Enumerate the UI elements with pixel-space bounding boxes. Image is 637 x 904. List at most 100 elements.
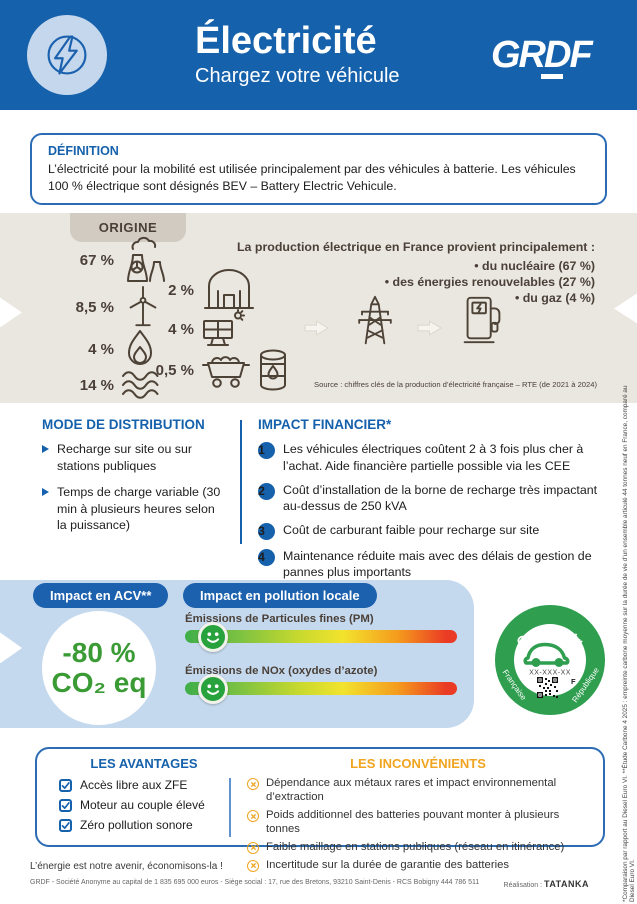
pollution-badge: Impact en pollution locale bbox=[183, 583, 377, 609]
pct-label: 2 % bbox=[168, 281, 194, 299]
pct-label: 0,5 % bbox=[155, 361, 194, 379]
financier-item-text: Coût d’installation de la borne de recha… bbox=[283, 482, 598, 513]
inconvenient-item: Incertitude sur la durée de garantie des… bbox=[247, 859, 589, 873]
production-bullet: • des énergies renouvelables (27 %) bbox=[384, 274, 595, 289]
production-text-block: La production électrique en France provi… bbox=[225, 239, 595, 306]
gradient-scale-bar bbox=[185, 621, 457, 652]
acv-badge: Impact en ACV** bbox=[33, 583, 169, 609]
avantage-text: Zéro pollution sonore bbox=[80, 818, 193, 833]
critair-sticker: CRIT'Air République Française XX-XXX-XX … bbox=[492, 602, 608, 718]
smiley-icon bbox=[198, 673, 228, 704]
number-badge: 1 bbox=[258, 442, 275, 460]
vertical-divider bbox=[229, 778, 231, 838]
checkbox-checked-icon bbox=[59, 778, 72, 792]
distribution-heading: MODE DE DISTRIBUTION bbox=[42, 417, 205, 433]
biogas-dome-icon bbox=[204, 269, 254, 310]
financier-item: 1 Les véhicules électriques coûtent 2 à … bbox=[258, 441, 611, 473]
energy-source-nuclear: 67 % bbox=[72, 235, 169, 285]
solar-panel-icon bbox=[203, 309, 245, 347]
production-bullet: • du nucléaire (67 %) bbox=[474, 258, 595, 273]
ev-charger-icon bbox=[463, 297, 501, 344]
energy-source-wind: 8,5 % bbox=[72, 285, 165, 329]
pct-label: 4 % bbox=[88, 340, 114, 358]
checkbox-checked-icon bbox=[59, 798, 72, 812]
grdf-logo: GRDF bbox=[489, 27, 607, 83]
cross-circle-icon bbox=[247, 841, 259, 854]
mid-section: MODE DE DISTRIBUTION Recharge sur site o… bbox=[0, 403, 637, 581]
definition-box: DÉFINITION L’électricité pour la mobilit… bbox=[30, 133, 607, 206]
acv-value: -80 % bbox=[62, 637, 136, 669]
pollution-bar-label: Émissions de NOx (oxydes d’azote) bbox=[185, 665, 378, 678]
number-badge: 2 bbox=[258, 482, 275, 500]
pct-label: 4 % bbox=[168, 320, 194, 338]
inconvenients-heading: LES INCONVÉNIENTS bbox=[350, 756, 486, 772]
header: Électricité Chargez votre véhicule GRDF bbox=[0, 0, 637, 110]
acv-unit: CO₂ eq bbox=[51, 667, 147, 699]
financier-column: IMPACT FINANCIER* 1 Les véhicules électr… bbox=[258, 417, 611, 580]
distribution-item: Temps de charge variable (30 min à plusi… bbox=[42, 484, 240, 533]
inconvenient-text: Poids additionnel des batteries pouvant … bbox=[266, 809, 560, 835]
financier-item-text: Maintenance réduite mais avec des délais… bbox=[283, 548, 592, 580]
distribution-column: MODE DE DISTRIBUTION Recharge sur site o… bbox=[42, 417, 240, 580]
flame-icon bbox=[128, 330, 152, 366]
inconvenient-text: Dépendance aux métaux rares et impact en… bbox=[266, 777, 557, 803]
grdf-logo-text: GRDF bbox=[491, 34, 594, 76]
production-bullet: • du gaz (4 %) bbox=[514, 290, 595, 305]
qr-code bbox=[537, 677, 558, 699]
cross-circle-icon bbox=[247, 859, 259, 872]
origine-section: ORIGINE 67 % 8,5 % 4 % bbox=[0, 213, 637, 404]
inconvenient-item: Faible maillage en stations publiques (r… bbox=[247, 841, 589, 855]
smiley-icon bbox=[198, 621, 228, 652]
energy-source-hydro: 14 % bbox=[72, 371, 167, 400]
coal-cart-icon bbox=[202, 356, 250, 389]
vertical-divider bbox=[240, 420, 242, 545]
page-subtitle: Chargez votre véhicule bbox=[195, 64, 400, 87]
page-title: Électricité bbox=[195, 20, 377, 63]
production-headline: La production électrique en France provi… bbox=[236, 240, 595, 255]
pct-label: 14 % bbox=[79, 376, 114, 394]
chevron-left-decoration bbox=[614, 293, 637, 324]
energy-source-gas: 4 % bbox=[72, 328, 159, 370]
avantage-item: Accès libre aux ZFE bbox=[59, 778, 229, 792]
inconvenient-item: Poids additionnel des batteries pouvant … bbox=[247, 809, 589, 836]
definition-heading: DÉFINITION bbox=[48, 144, 119, 158]
financier-item: 4 Maintenance réduite mais avec des déla… bbox=[258, 548, 611, 580]
financier-item: 2 Coût d’installation de la borne de rec… bbox=[258, 482, 611, 514]
distribution-item-text: Recharge sur site ou sur stations publiq… bbox=[57, 442, 192, 473]
credit-name: TATANKA bbox=[544, 879, 589, 890]
legal-text: GRDF - Société Anonyme au capital de 1 8… bbox=[30, 879, 480, 887]
origine-tab: ORIGINE bbox=[70, 213, 186, 243]
financier-item-text: Les véhicules électriques coûtent 2 à 3 … bbox=[283, 442, 584, 473]
inconvenient-item: Dépendance aux métaux rares et impact en… bbox=[247, 777, 589, 804]
pct-label: 8,5 % bbox=[75, 298, 114, 316]
definition-text: L’électricité pour la mobilité est utili… bbox=[48, 162, 576, 193]
avantages-heading: LES AVANTAGES bbox=[90, 756, 198, 772]
pollution-bar-nox: Émissions de NOx (oxydes d’azote) bbox=[185, 665, 461, 704]
chevron-right-decoration bbox=[0, 297, 22, 328]
pros-cons-box: LES AVANTAGES Accès libre aux ZFE Moteur… bbox=[35, 747, 605, 872]
pct-label: 67 % bbox=[79, 251, 114, 269]
energy-source-biogas: 2 % bbox=[158, 268, 257, 312]
acv-value-circle: -80 % CO₂ eq bbox=[42, 611, 156, 726]
oil-barrel-icon bbox=[260, 349, 286, 391]
arrow-right-icon bbox=[304, 320, 330, 337]
cross-circle-icon bbox=[247, 810, 259, 823]
car-icon bbox=[523, 643, 570, 668]
avantage-text: Moteur au couple élevé bbox=[80, 798, 205, 813]
wind-turbine-icon bbox=[129, 286, 157, 327]
credit-label: Réalisation : bbox=[503, 882, 543, 890]
distribution-item-text: Temps de charge variable (30 min à plusi… bbox=[57, 485, 221, 532]
checkbox-checked-icon bbox=[59, 818, 72, 832]
avantage-item: Moteur au couple élevé bbox=[59, 798, 229, 812]
energy-source-solar: 4 % bbox=[158, 309, 245, 349]
arrow-right-icon bbox=[417, 320, 443, 337]
triangle-bullet-icon bbox=[42, 445, 49, 454]
avantages-column: LES AVANTAGES Accès libre aux ZFE Moteur… bbox=[37, 756, 229, 845]
avantage-item: Zéro pollution sonore bbox=[59, 818, 229, 832]
critair-letter: F bbox=[571, 677, 576, 686]
slogan: L’énergie est notre avenir, économisons-… bbox=[30, 861, 223, 873]
lightning-circle-icon bbox=[27, 15, 107, 95]
gradient-scale-bar bbox=[185, 673, 457, 704]
avantage-text: Accès libre aux ZFE bbox=[80, 778, 188, 793]
